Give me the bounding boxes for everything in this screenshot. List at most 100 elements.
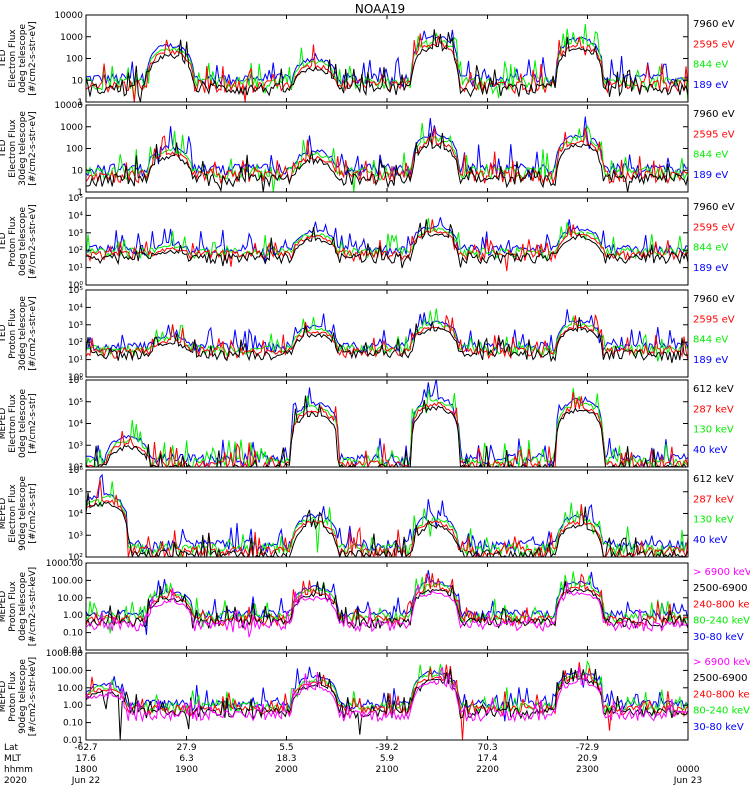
y-tick-label: 10⁵ — [68, 398, 83, 408]
y-tick-label: 10³ — [68, 321, 83, 331]
series-line — [86, 127, 688, 185]
legend-entry: 612 keV — [693, 384, 734, 395]
legend-entry: 7960 eV — [693, 294, 735, 305]
y-tick-label: 10⁶ — [68, 466, 83, 476]
y-tick-label: 100.00 — [52, 576, 84, 586]
series-line — [86, 116, 688, 179]
x-tick-label: 2100 — [376, 765, 399, 775]
y-tick-label: 10⁵ — [68, 488, 83, 498]
x-tick-label: Jun 22 — [71, 776, 100, 786]
legend-entry: 189 eV — [693, 355, 728, 366]
series-line — [86, 33, 688, 102]
y-tick-label: 10² — [68, 338, 83, 348]
y-tick-label: 1.00 — [63, 611, 83, 621]
y-tick-label: 10000 — [54, 101, 83, 111]
x-row-label: MLT — [4, 754, 22, 764]
legend-entry: 189 eV — [693, 263, 728, 274]
legend-entry: 2595 eV — [693, 129, 735, 140]
legend-entry: 2595 eV — [693, 314, 735, 325]
y-axis-label: MEPEDProton Flux0deg telescope[#/cm2-s-s… — [0, 567, 38, 646]
y-axis-label: TEDProton Flux0deg telescope[#/cm2-s-str… — [0, 204, 38, 279]
x-row-label: 2020 — [4, 776, 27, 786]
series-line — [86, 219, 688, 269]
y-tick-label: 1000.00 — [46, 649, 83, 659]
y-tick-label: 10² — [68, 463, 83, 473]
legend-entry: 130 keV — [693, 515, 734, 526]
legend-entry: 80-240 keV — [693, 706, 750, 717]
legend-entry: 240-800 ke — [693, 689, 750, 700]
y-tick-label: 10⁰ — [68, 281, 83, 291]
y-tick-label: 10⁰ — [68, 373, 83, 383]
y-tick-label: 10⁴ — [68, 510, 83, 520]
legend-entry: 130 keV — [693, 425, 734, 436]
series-line — [86, 29, 688, 88]
panel-7: 0.01 0.10 1.00 10.00 100.00 1000.00 MEPEDProto… — [0, 559, 750, 656]
legend-entry: > 6900 keV — [693, 657, 750, 668]
y-tick-label: 10.00 — [57, 684, 83, 694]
panel-1-series — [86, 23, 688, 102]
panel-8-series — [86, 659, 688, 740]
y-tick-label: 10² — [68, 553, 83, 563]
series-line — [86, 666, 688, 723]
x-tick-label: 0000 — [677, 765, 700, 775]
y-axis-label: MEPEDElectron Flux0deg telescope[#/cm2-s… — [0, 389, 38, 459]
y-tick-label: 100 — [66, 55, 83, 65]
series-line — [86, 662, 688, 740]
panel-3: 10⁰ 10¹ 10² 10³ 10⁴ 10⁵ TEDProton Flux0deg tel… — [0, 194, 735, 291]
legend-entry: 7960 eV — [693, 19, 735, 30]
series-line — [86, 132, 688, 192]
legend-entry: 2500-6900 — [693, 673, 748, 684]
y-tick-label: 0.10 — [63, 629, 83, 639]
y-tick-label: 10¹ — [68, 356, 83, 366]
x-tick-label: Jun 23 — [673, 776, 702, 786]
legend-entry: 844 eV — [693, 60, 728, 71]
panel-7-series — [86, 570, 688, 638]
y-tick-label: 10³ — [68, 531, 83, 541]
y-tick-label: 10¹ — [68, 264, 83, 274]
legend-entry: 7960 eV — [693, 202, 735, 213]
x-tick-label: -72.9 — [576, 743, 600, 753]
y-tick-label: 10⁴ — [68, 303, 83, 313]
y-axis-label: TEDProton Flux30deg telescope[#/cm2-s-st… — [0, 296, 38, 371]
legend-entry: 844 eV — [693, 150, 728, 161]
x-row-label: hhmm — [4, 765, 33, 775]
panel-1: 1 10 100 1000 10000 TEDElectron Flux0deg tele… — [0, 11, 735, 108]
legend-entry: 844 eV — [693, 243, 728, 254]
y-tick-label: 1000 — [60, 33, 83, 43]
x-tick-label: 17.6 — [76, 754, 96, 764]
panel-3-series — [86, 217, 688, 272]
y-tick-label: 10⁶ — [68, 376, 83, 386]
y-tick-label: 10⁵ — [68, 194, 83, 204]
y-tick-label: 10³ — [68, 229, 83, 239]
x-tick-label: 1900 — [175, 765, 198, 775]
y-tick-label: 0.10 — [63, 719, 83, 729]
y-tick-label: 10.00 — [57, 594, 83, 604]
y-tick-label: 10³ — [68, 441, 83, 451]
y-tick-label: 10⁴ — [68, 420, 83, 430]
legend-entry: 80-240 keV — [693, 616, 750, 627]
panel-8: 0.01 0.10 1.00 10.00 100.00 1000.00 MEPEDProto… — [0, 649, 750, 746]
y-tick-label: 0.01 — [63, 736, 83, 746]
legend-entry: 30-80 keV — [693, 722, 744, 733]
legend-entry: 7960 eV — [693, 109, 735, 120]
x-tick-label: 27.9 — [177, 743, 197, 753]
y-tick-label: 1000.00 — [46, 559, 83, 569]
x-tick-label: 18.3 — [276, 754, 296, 764]
y-tick-label: 10 — [72, 76, 84, 86]
legend-entry: 40 keV — [693, 445, 727, 456]
x-tick-label: 2000 — [275, 765, 298, 775]
panel-6-series — [86, 473, 688, 557]
legend-entry: > 6900 keV — [693, 567, 750, 578]
legend-entry: 30-80 keV — [693, 632, 744, 643]
series-line — [86, 479, 688, 557]
series-line — [86, 571, 688, 634]
x-tick-label: 2300 — [576, 765, 599, 775]
y-tick-label: 10² — [68, 246, 83, 256]
y-tick-label: 10 — [72, 166, 84, 176]
legend-entry: 2500-6900 — [693, 583, 748, 594]
x-tick-label: 5.5 — [279, 743, 293, 753]
series-line — [86, 581, 688, 638]
x-tick-label: -39.2 — [375, 743, 398, 753]
panel-2-series — [86, 116, 688, 192]
